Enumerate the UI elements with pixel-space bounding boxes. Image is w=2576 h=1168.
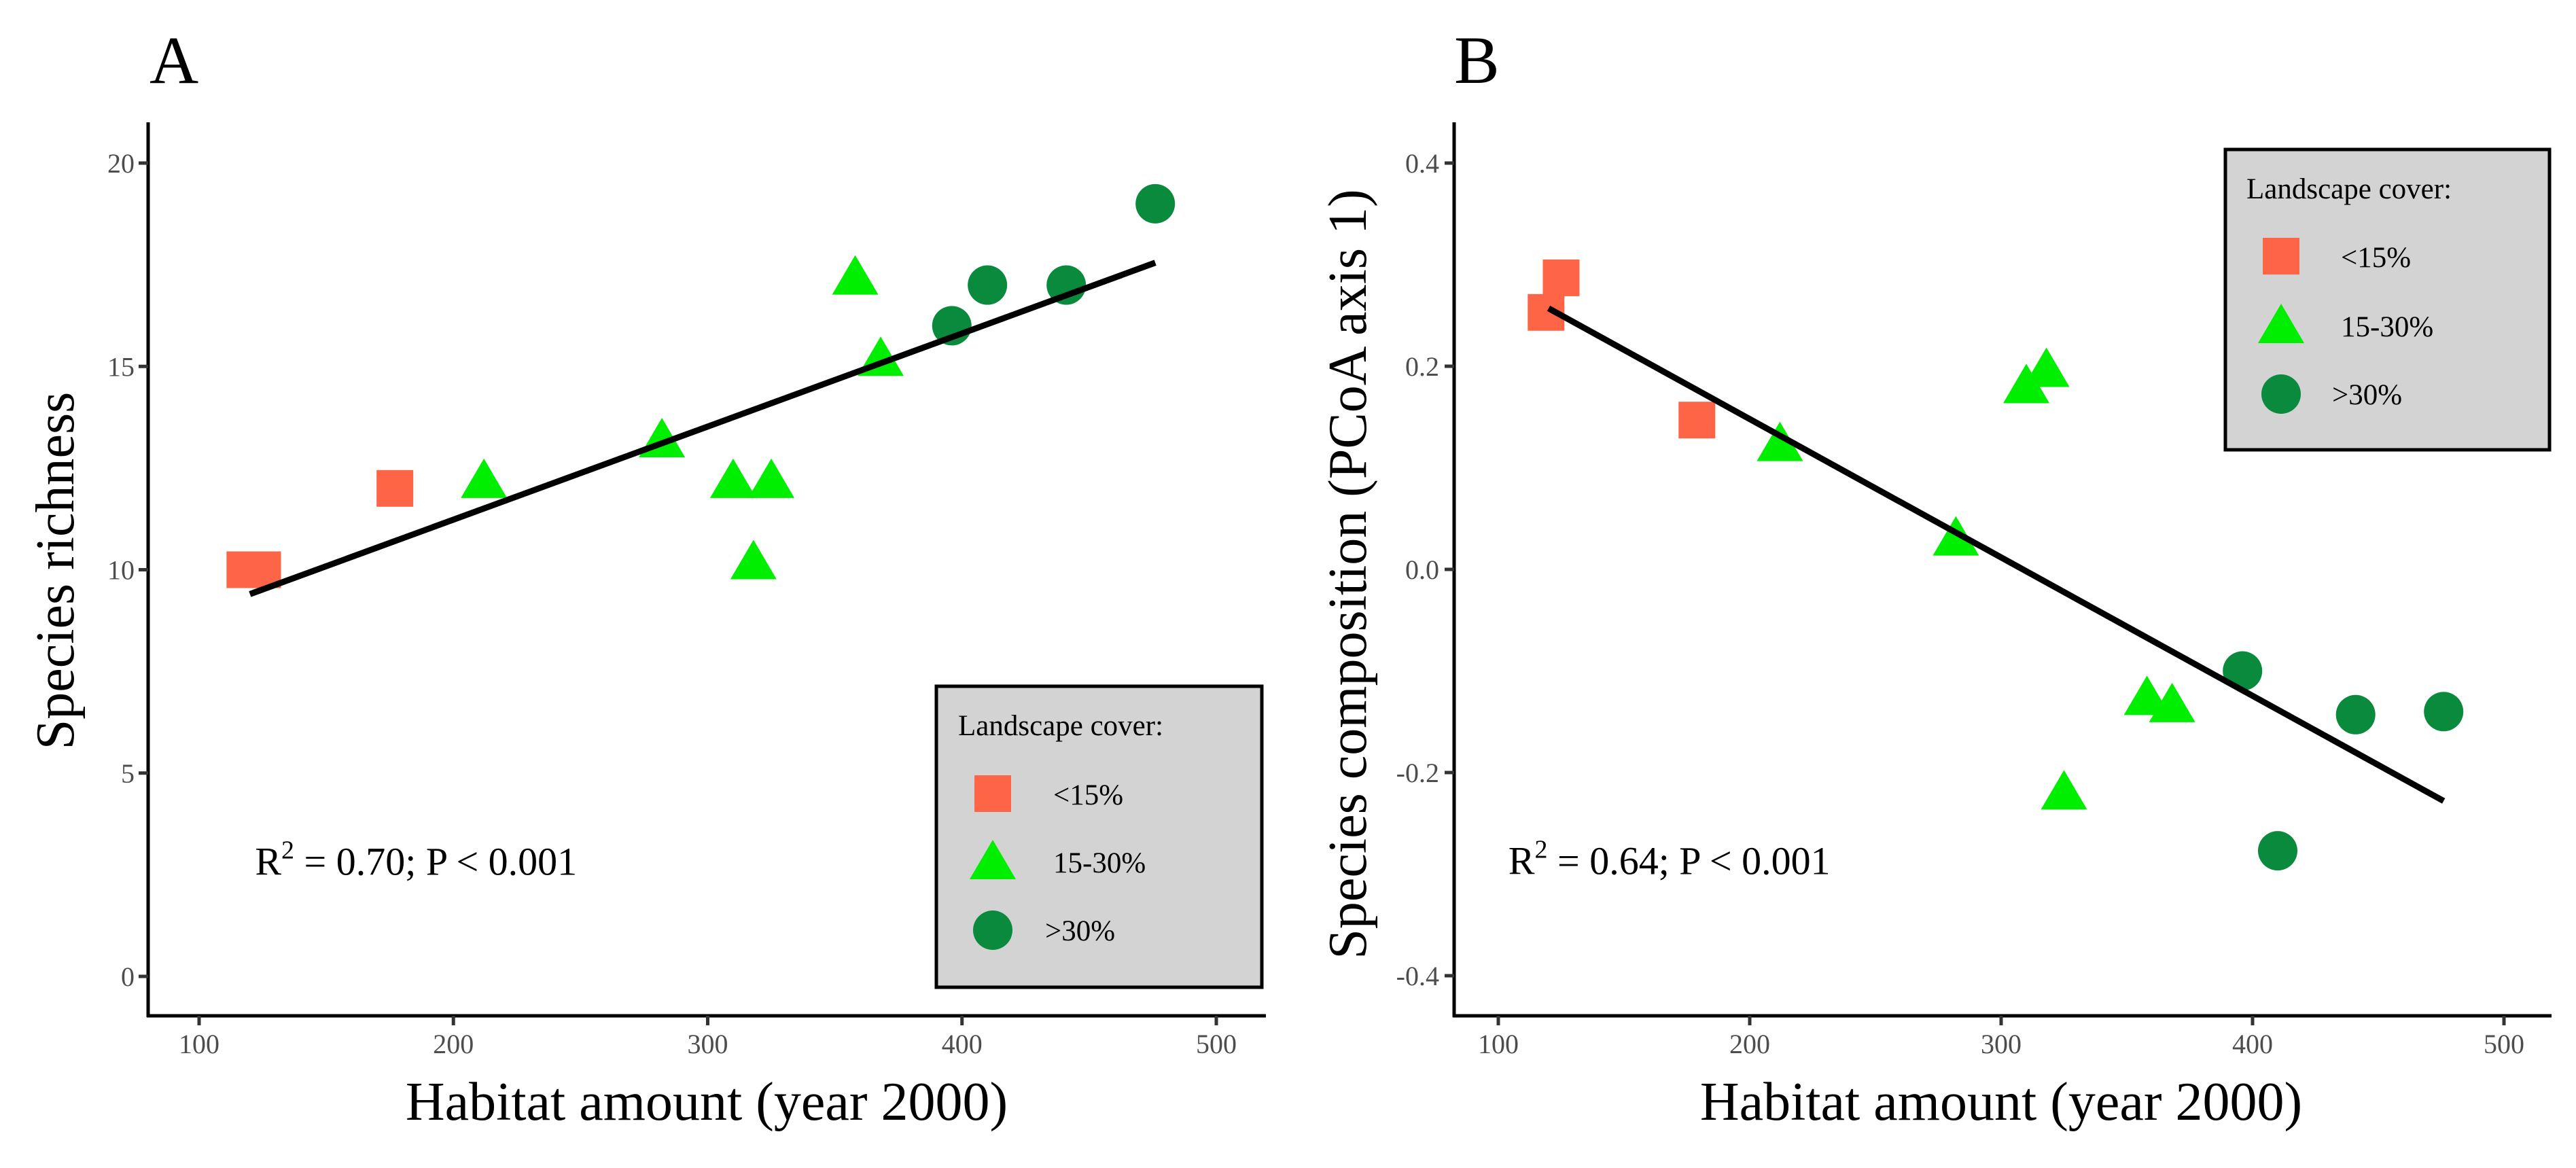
panel-b-y-tick-label: -0.2 bbox=[1396, 758, 1439, 788]
panel-b-point-square bbox=[1678, 402, 1716, 439]
panel-a: A Species richness Habitat amount (year … bbox=[26, 22, 1266, 1132]
panel-b-y-tick-label: 0.2 bbox=[1405, 351, 1439, 382]
panel-a-legend: Landscape cover: <15% 15-30% >30% bbox=[934, 684, 1264, 989]
panel-a-point-circle bbox=[1135, 183, 1176, 224]
panel-a-legend-label-lt15: <15% bbox=[1053, 779, 1123, 811]
panel-b: B Species composition (PCoA axis 1) Habi… bbox=[1318, 22, 2552, 1132]
panel-a-r2-annotation: R2 = 0.70; P < 0.001 bbox=[255, 836, 577, 883]
panel-a-y-tick-label: 15 bbox=[107, 351, 135, 382]
panel-a-y-axis-title: Species richness bbox=[26, 392, 86, 750]
panel-a-r2-prefix: R bbox=[255, 839, 281, 883]
panel-b-legend-label-gt30: >30% bbox=[2332, 379, 2402, 411]
panel-a-x-tick-label: 300 bbox=[688, 1029, 728, 1059]
panel-b-legend-title: Landscape cover: bbox=[2246, 173, 2452, 205]
panel-b-point-square bbox=[1542, 259, 1580, 296]
panel-a-point-triangle bbox=[461, 458, 508, 498]
panel-a-r2-sup: 2 bbox=[281, 836, 294, 864]
panel-a-point-triangle bbox=[709, 458, 756, 498]
panel-a-x-axis-title: Habitat amount (year 2000) bbox=[406, 1072, 1008, 1132]
panel-b-legend-circle-icon bbox=[2261, 374, 2301, 414]
panel-a-x-tick-label: 400 bbox=[942, 1029, 983, 1059]
panel-a-point-triangle bbox=[730, 539, 777, 580]
panel-b-label: B bbox=[1454, 22, 1500, 98]
panel-b-x-tick-label: 300 bbox=[1981, 1029, 2022, 1059]
panel-a-point-circle bbox=[968, 265, 1008, 305]
panel-b-point-circle bbox=[2223, 651, 2263, 691]
panel-a-y-tick-label: 10 bbox=[107, 555, 135, 586]
panel-b-x-tick-label: 200 bbox=[1729, 1029, 1770, 1059]
panel-b-point-triangle bbox=[2149, 682, 2195, 722]
panel-b-legend: Landscape cover: <15% 15-30% >30% bbox=[2223, 147, 2552, 452]
panel-a-r2-rest: = 0.70; P < 0.001 bbox=[294, 839, 577, 883]
panel-b-point-triangle bbox=[1757, 421, 1803, 461]
panel-a-plot bbox=[226, 183, 1176, 597]
panel-b-point-triangle bbox=[2023, 347, 2070, 387]
panel-b-point-circle bbox=[2258, 831, 2297, 871]
panel-b-legend-label-lt15: <15% bbox=[2341, 242, 2411, 274]
panel-b-y-tick-label: -0.4 bbox=[1396, 961, 1439, 991]
panel-b-x-tick-label: 100 bbox=[1478, 1029, 1519, 1059]
panel-b-point-circle bbox=[2424, 692, 2464, 732]
panel-b-x-tick-label: 500 bbox=[2484, 1029, 2524, 1059]
panel-b-point-circle bbox=[2335, 694, 2376, 735]
panel-a-x-tick-label: 200 bbox=[433, 1029, 474, 1059]
panel-b-y-tick-label: 0.0 bbox=[1405, 554, 1439, 585]
panel-a-regression-line bbox=[249, 260, 1157, 597]
panel-b-r2-rest: = 0.64; P < 0.001 bbox=[1547, 839, 1830, 883]
panel-b-x-tick-label: 400 bbox=[2232, 1029, 2273, 1059]
panel-a-legend-title: Landscape cover: bbox=[958, 710, 1163, 742]
panel-a-legend-square-icon bbox=[974, 775, 1011, 812]
panel-a-x-tick-label: 100 bbox=[179, 1029, 219, 1059]
panel-b-x-axis-title: Habitat amount (year 2000) bbox=[1700, 1072, 2302, 1132]
panel-a-legend-circle-icon bbox=[973, 910, 1012, 950]
panel-b-legend-triangle-icon bbox=[2258, 304, 2304, 343]
panel-a-point-triangle bbox=[832, 255, 879, 295]
panel-b-r2-prefix: R bbox=[1508, 839, 1535, 883]
panel-a-legend-triangle-icon bbox=[970, 840, 1016, 879]
panel-a-legend-label-gt30: >30% bbox=[1045, 915, 1115, 947]
panel-a-y-tick-label: 20 bbox=[107, 148, 135, 179]
panel-b-legend-square-icon bbox=[2263, 238, 2299, 275]
panel-b-point-triangle bbox=[2041, 770, 2087, 810]
panel-a-y-tick-label: 5 bbox=[121, 758, 135, 789]
panel-b-regression-line bbox=[1547, 305, 2446, 804]
panel-a-y-tick-label: 0 bbox=[121, 961, 135, 992]
panel-b-legend-label-mid: 15-30% bbox=[2341, 311, 2433, 343]
panel-b-point-triangle bbox=[2123, 675, 2170, 715]
panel-b-r2-sup: 2 bbox=[1534, 836, 1547, 864]
panel-b-y-axis-title: Species composition (PCoA axis 1) bbox=[1318, 189, 1378, 959]
panel-a-legend-box bbox=[934, 684, 1264, 989]
panel-a-legend-label-mid: 15-30% bbox=[1053, 847, 1146, 879]
panel-a-x-tick-label: 500 bbox=[1196, 1029, 1237, 1059]
panel-b-r2-annotation: R2 = 0.64; P < 0.001 bbox=[1508, 836, 1831, 883]
panel-a-point-triangle bbox=[748, 458, 795, 498]
panel-a-point-square bbox=[376, 470, 414, 507]
panel-b-plot bbox=[1528, 259, 2464, 871]
panel-a-label: A bbox=[149, 22, 198, 98]
panel-b-y-tick-label: 0.4 bbox=[1405, 148, 1439, 179]
